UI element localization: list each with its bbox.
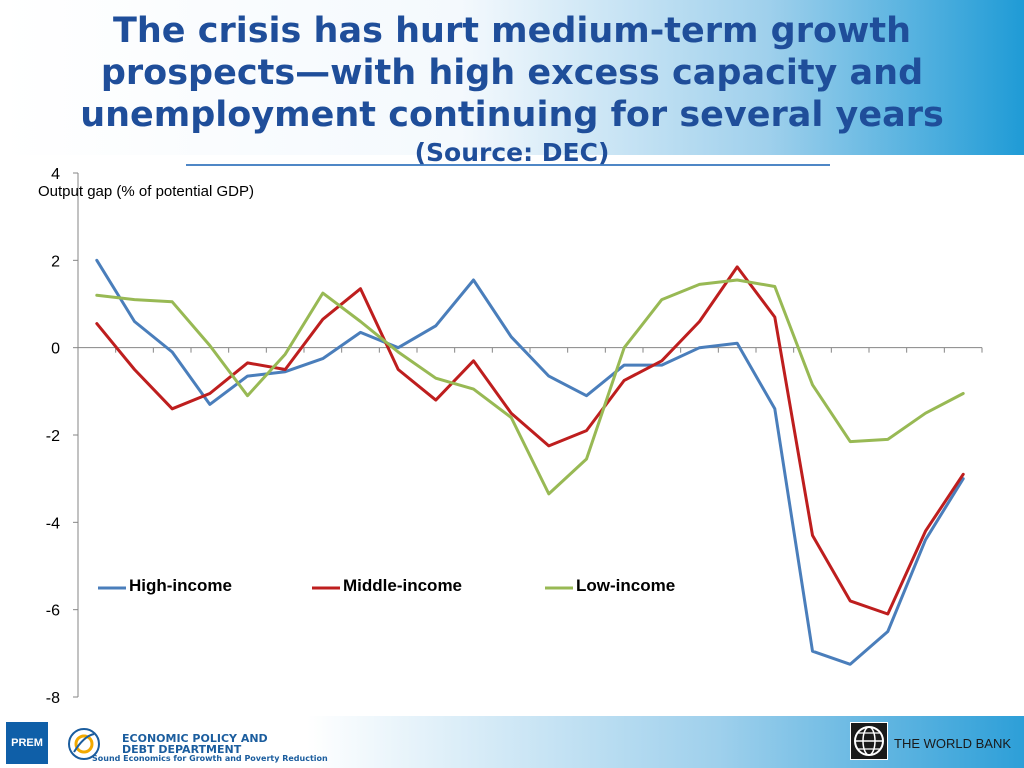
epdd-emblem-icon (68, 728, 100, 760)
title-line-1: The crisis has hurt medium-term growth (112, 11, 912, 51)
y-tick-label: -6 (46, 603, 60, 620)
world-bank-label: THE WORLD BANK (894, 736, 1012, 751)
title-line-2: prospects—with high excess capacity and (100, 53, 924, 93)
y-tick-label: -8 (46, 690, 60, 707)
y-tick-label: -2 (46, 428, 60, 445)
y-tick-label: 4 (51, 166, 60, 183)
legend-label-low-income: Low-income (576, 576, 675, 595)
title-divider (186, 164, 830, 166)
department-name-line-1: ECONOMIC POLICY AND (122, 732, 268, 745)
prem-logo: PREM (6, 722, 48, 764)
legend-label-high-income: High-income (129, 576, 232, 595)
legend-label-middle-income: Middle-income (343, 576, 462, 595)
slide-title: The crisis has hurt medium-term growth p… (0, 10, 1024, 136)
department-name: ECONOMIC POLICY AND DEBT DEPARTMENT (122, 733, 322, 755)
department-tagline: Sound Economics for Growth and Poverty R… (92, 754, 328, 763)
y-tick-label: -4 (46, 515, 60, 532)
series-line-low-income (95, 278, 965, 496)
y-tick-label: 2 (51, 253, 60, 270)
output-gap-chart: 420-2-4-6-819901993199619992002200520082… (38, 166, 983, 720)
y-tick-label: 0 (51, 341, 60, 358)
header-band (0, 0, 1024, 155)
world-bank-globe-icon (850, 722, 888, 760)
y-axis-title: Output gap (% of potential GDP) (38, 183, 254, 200)
series-line-middle-income (95, 265, 965, 616)
series-line-high-income (95, 258, 965, 666)
title-line-3: unemployment continuing for several year… (80, 95, 944, 135)
department-name-line-2: DEBT DEPARTMENT (122, 743, 242, 756)
slide-subtitle: (Source: DEC) (414, 138, 610, 167)
